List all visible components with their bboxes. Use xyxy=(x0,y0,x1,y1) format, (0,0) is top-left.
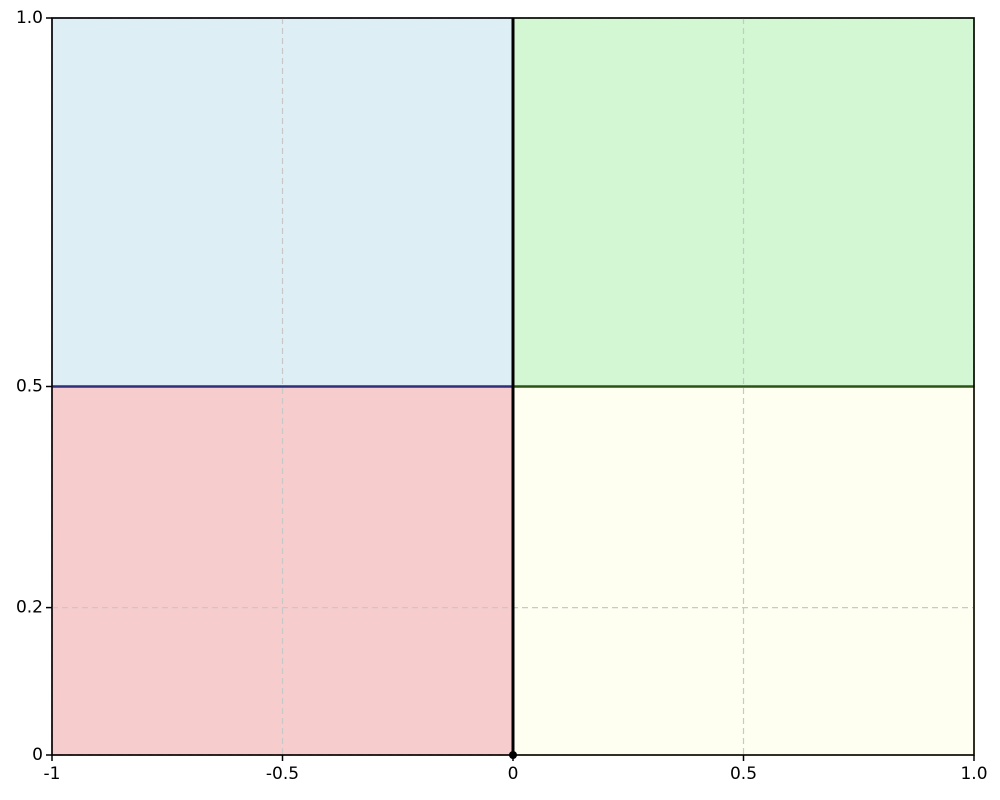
y-tick-label: 1.0 xyxy=(16,8,43,28)
x-tick-label: 1.0 xyxy=(960,764,987,784)
x-tick-label: -1 xyxy=(44,764,61,784)
x-tick-label: -0.5 xyxy=(266,764,299,784)
y-tick-label: 0 xyxy=(32,745,43,765)
x-tick-label: 0 xyxy=(508,764,519,784)
y-tick-label: 0.5 xyxy=(16,377,43,397)
x-tick-label: 0.5 xyxy=(730,764,757,784)
y-tick-label: 0.2 xyxy=(16,598,43,618)
